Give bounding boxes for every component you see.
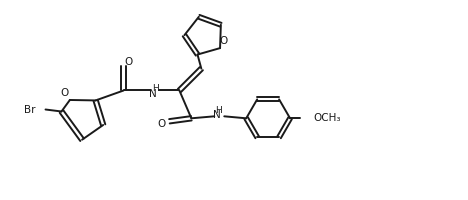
Text: H: H: [152, 84, 159, 93]
Text: O: O: [157, 119, 166, 129]
Text: N: N: [149, 89, 156, 99]
Text: O: O: [124, 57, 133, 67]
Text: N: N: [213, 110, 221, 120]
Text: O: O: [219, 36, 227, 46]
Text: O: O: [61, 88, 69, 98]
Text: OCH₃: OCH₃: [313, 113, 341, 123]
Text: H: H: [215, 106, 222, 115]
Text: Br: Br: [24, 105, 36, 115]
